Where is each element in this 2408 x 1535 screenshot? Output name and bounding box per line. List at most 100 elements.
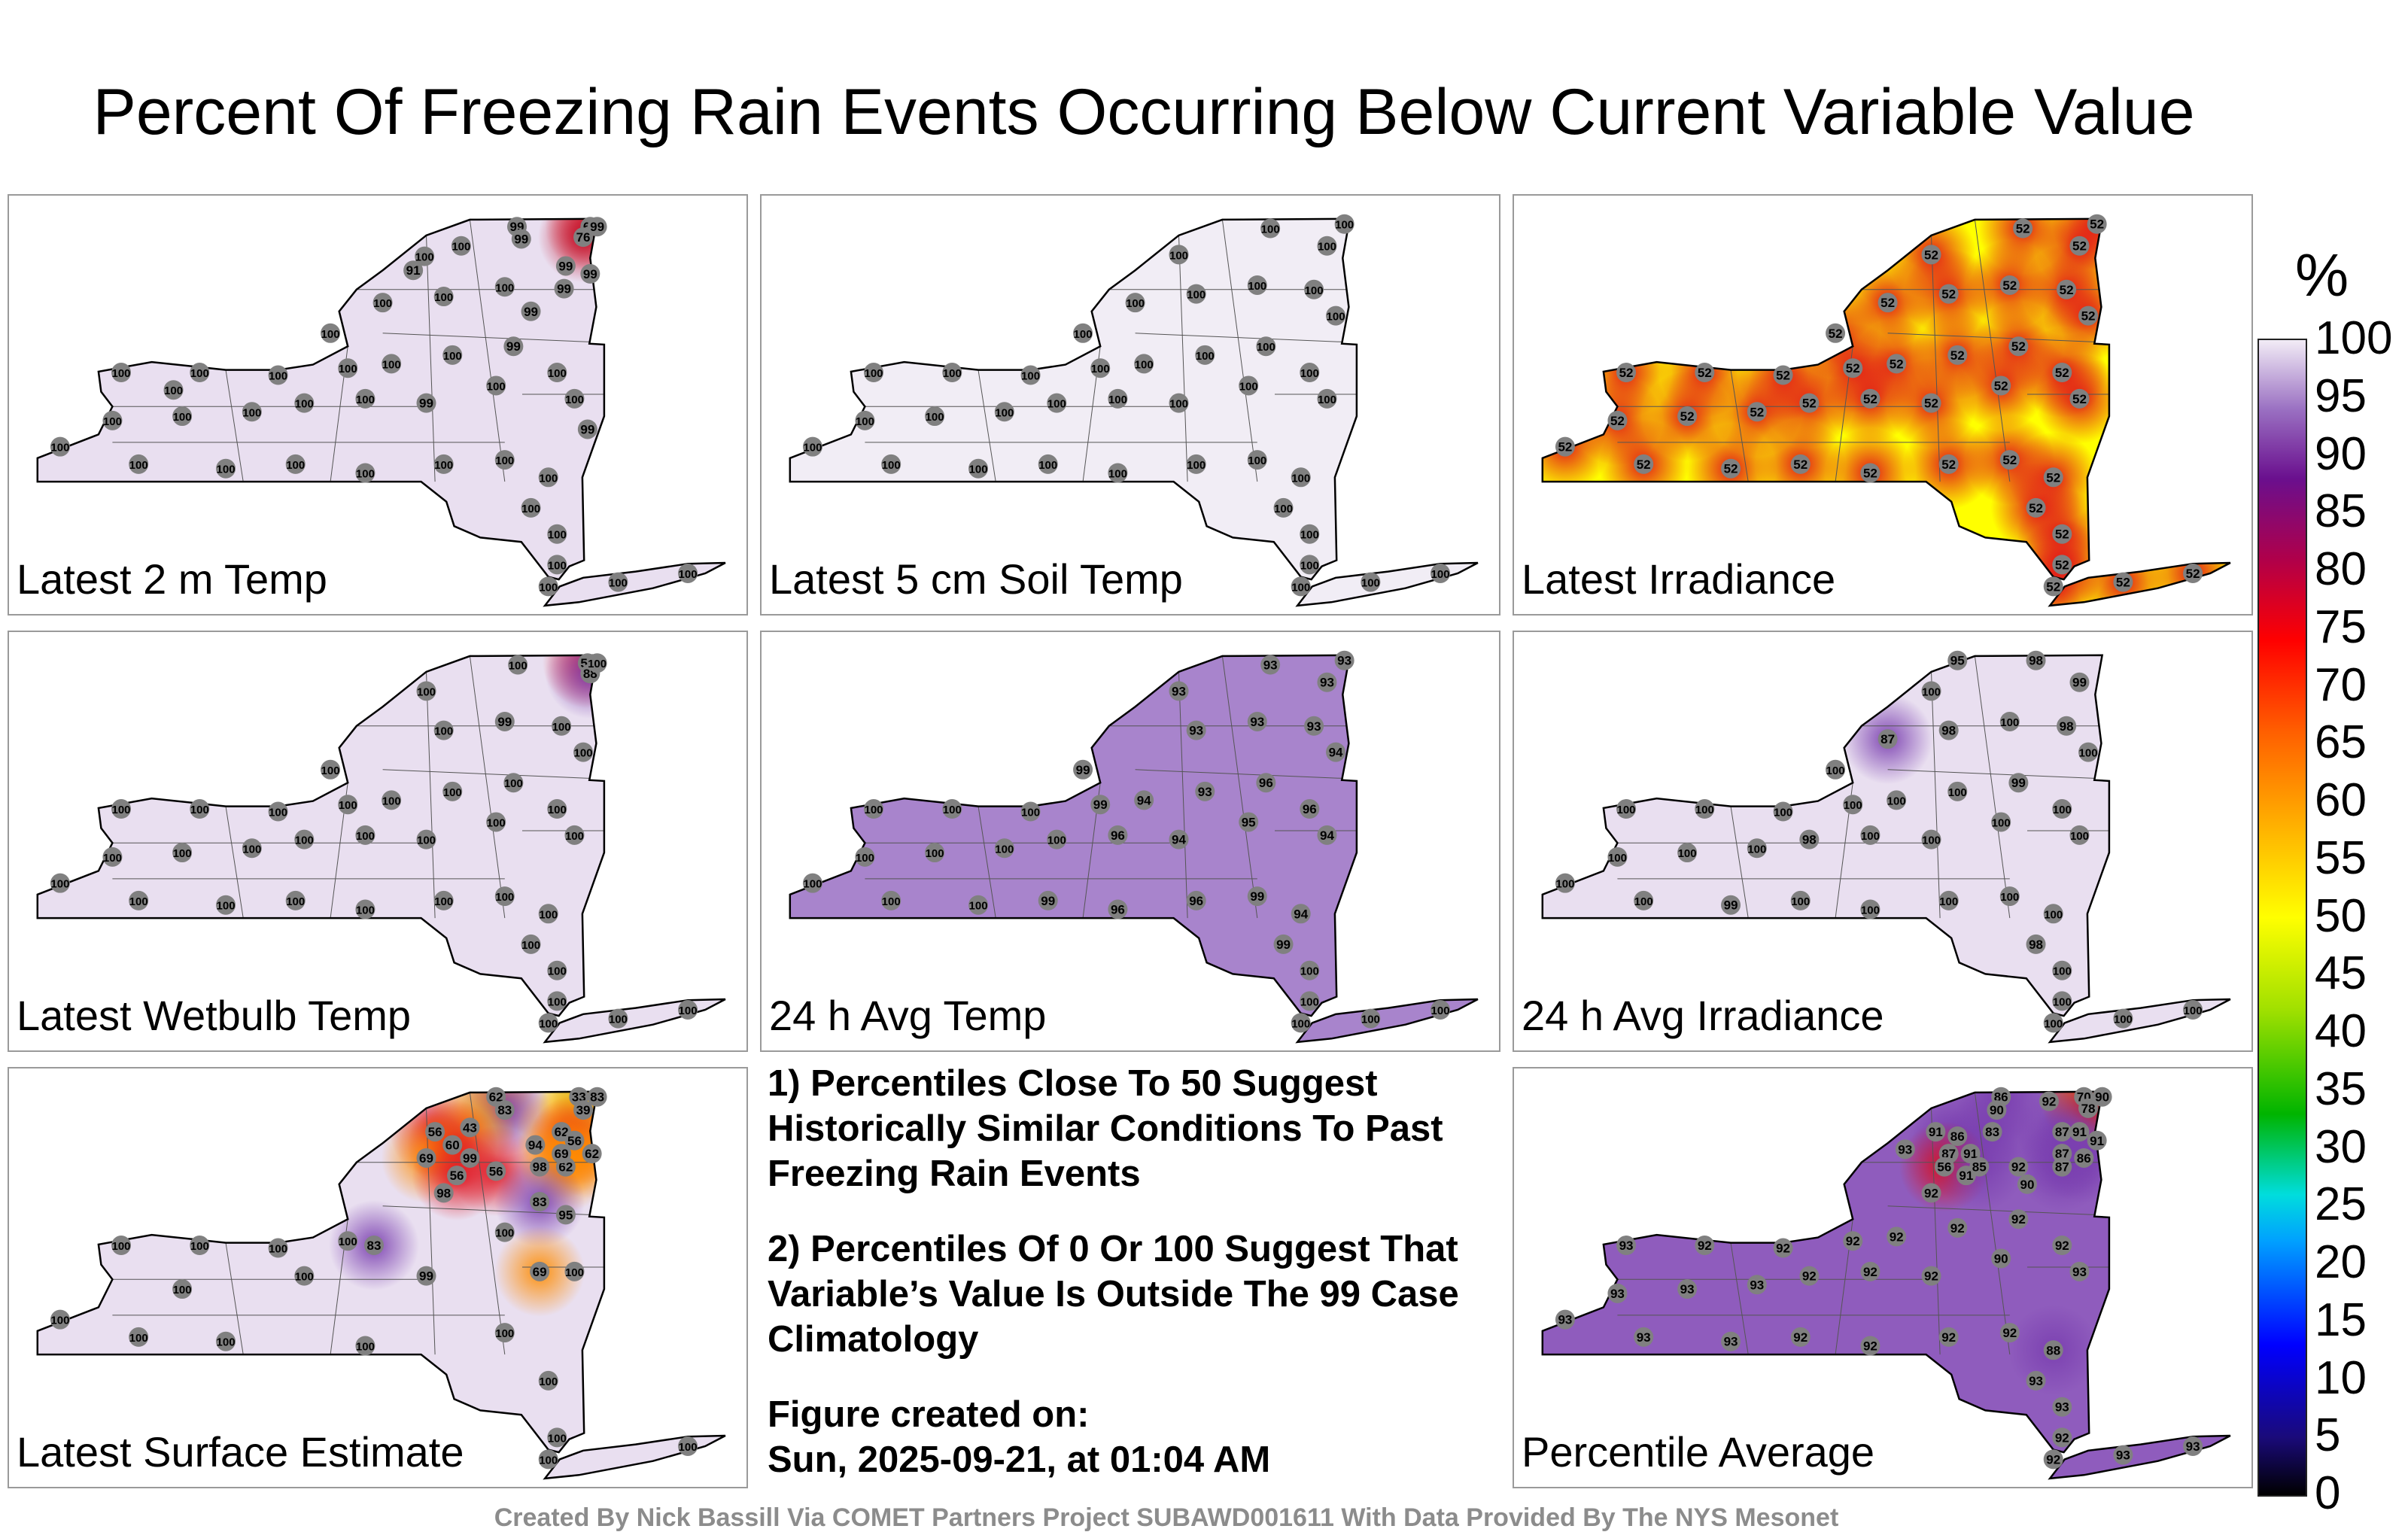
colorbar-tick-label: 45 — [2315, 947, 2367, 1000]
station-value: 100 — [434, 895, 453, 908]
station-marker: 100 — [1239, 375, 1259, 396]
station-marker: 100 — [1555, 873, 1575, 893]
station-marker: 99 — [1247, 886, 1267, 907]
station-dot — [1607, 847, 1628, 867]
station-dot — [942, 363, 962, 383]
station-dot — [587, 1087, 607, 1107]
station-marker: 99 — [1721, 895, 1741, 915]
station-value: 98 — [2029, 938, 2043, 952]
station-dot — [577, 419, 597, 439]
station-value: 100 — [504, 777, 523, 790]
station-marker: 100 — [242, 838, 262, 859]
station-value: 92 — [1846, 1234, 1860, 1248]
station-dot — [530, 1192, 550, 1212]
map-panel-irradiance: 52 52 52 52 52 52 52 52 52 52 52 52 52 52 52 52 52 52 52 52… — [1513, 194, 2253, 616]
station-value: 96 — [1303, 802, 1317, 816]
station-marker: 100 — [564, 1261, 585, 1281]
station-dot — [242, 838, 262, 859]
station-value: 100 — [565, 830, 584, 843]
station-dot — [2069, 672, 2090, 692]
colorbar-tick-label: 80 — [2315, 543, 2367, 595]
figure-title: Percent Of Freezing Rain Events Occurrin… — [93, 76, 2195, 148]
station-value: 100 — [321, 764, 340, 777]
station-marker: 92 — [1860, 1261, 1880, 1281]
station-dot — [355, 899, 375, 919]
station-value: 99 — [590, 220, 604, 234]
station-marker: 100 — [538, 904, 558, 924]
station-marker: 100 — [1169, 245, 1189, 265]
station-marker: 92 — [1938, 1327, 1959, 1347]
station-marker: 100 — [433, 287, 454, 307]
station-marker: 100 — [1938, 890, 1959, 910]
station-value: 96 — [1111, 903, 1125, 917]
panel-label: Latest 5 cm Soil Temp — [769, 555, 1183, 603]
station-dot — [564, 388, 585, 409]
station-value: 100 — [565, 1266, 584, 1279]
station-dot — [1073, 759, 1093, 780]
station-dot — [802, 873, 822, 893]
station-value: 100 — [1248, 454, 1266, 467]
station-dot — [2017, 1174, 2037, 1194]
station-marker: 100 — [2052, 991, 2072, 1011]
station-value: 52 — [2046, 470, 2060, 485]
station-value: 100 — [574, 747, 593, 760]
station-value: 100 — [269, 370, 287, 383]
station-value: 100 — [495, 1227, 514, 1240]
station-value: 100 — [521, 939, 540, 952]
station-value: 94 — [1172, 833, 1186, 847]
station-dot — [1186, 454, 1206, 474]
station-dot — [881, 890, 901, 910]
station-value: 100 — [1431, 1005, 1450, 1017]
station-dot — [2057, 716, 2077, 736]
station-marker: 52 — [2013, 218, 2033, 239]
station-marker: 56 — [425, 1122, 445, 1142]
station-marker: 100 — [2052, 799, 2072, 819]
station-marker: 100 — [802, 873, 822, 893]
station-value: 100 — [882, 459, 901, 472]
station-marker: 95 — [555, 1205, 576, 1225]
station-dot — [1291, 467, 1311, 488]
station-value: 100 — [539, 1454, 558, 1467]
station-dot — [1361, 1008, 1381, 1029]
station-marker: 100 — [1195, 345, 1215, 365]
station-marker: 88 — [2043, 1340, 2063, 1360]
station-value: 100 — [539, 908, 558, 921]
station-value: 100 — [295, 1271, 314, 1284]
colorbar-tick-label: 10 — [2315, 1351, 2367, 1404]
station-marker: 93 — [1616, 1236, 1637, 1256]
station-dot — [321, 759, 341, 780]
station-dot — [242, 402, 262, 422]
station-marker: 92 — [2008, 1209, 2029, 1230]
station-dot — [2052, 1397, 2072, 1417]
station-value: 83 — [367, 1239, 382, 1253]
station-value: 100 — [103, 415, 122, 428]
long-island-outline — [543, 998, 726, 1044]
station-marker: 94 — [1326, 742, 1346, 762]
station-value: 99 — [506, 339, 521, 354]
station-value: 91 — [1963, 1147, 1978, 1161]
station-marker: 90 — [2092, 1087, 2112, 1107]
station-marker: 100 — [2052, 960, 2072, 980]
station-marker: 100 — [508, 655, 528, 675]
station-marker: 100 — [190, 363, 210, 383]
station-value: 52 — [2016, 222, 2030, 236]
station-dot — [968, 895, 989, 915]
county-line — [382, 333, 590, 342]
county-line — [1931, 1108, 1941, 1355]
station-marker: 92 — [1695, 1236, 1715, 1256]
station-dot — [2043, 576, 2063, 597]
station-value: 99 — [1724, 898, 1738, 913]
station-value: 52 — [1680, 409, 1695, 424]
station-dot — [2043, 1449, 2063, 1470]
map-panel-wetbulb: 5488100100100100991001001001001001001001… — [8, 631, 748, 1052]
station-marker: 93 — [1317, 672, 1337, 692]
station-dot — [608, 572, 628, 592]
station-marker: 100 — [1887, 790, 1907, 810]
station-dot — [415, 246, 435, 266]
station-value: 100 — [1844, 799, 1862, 812]
station-value: 100 — [1047, 398, 1066, 411]
station-dot — [447, 1166, 467, 1186]
station-value: 52 — [1950, 348, 1965, 363]
county-line — [1730, 369, 1749, 482]
station-value: 99 — [419, 1269, 433, 1284]
